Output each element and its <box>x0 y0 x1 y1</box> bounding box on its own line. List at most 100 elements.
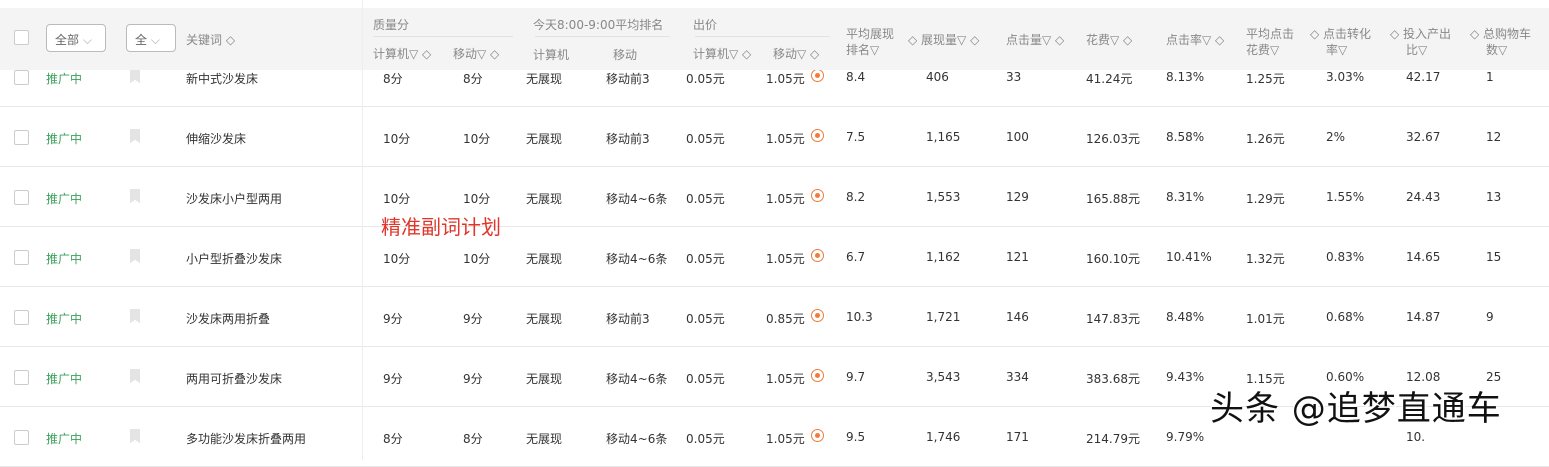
bid-target-icon[interactable] <box>811 129 824 142</box>
cell-q-m: 8分 <box>463 72 483 86</box>
cell-q-pc: 8分 <box>383 72 403 86</box>
cell-r-pc: 无展现 <box>526 192 563 206</box>
bid-target-icon[interactable] <box>811 429 824 442</box>
bookmark-icon[interactable] <box>130 129 140 143</box>
bid-target-icon[interactable] <box>811 309 824 322</box>
table-row: 推广中 沙发床小户型两用 10分 10分 无展现 移动4~6条 0.05元 1.05元 8.2 1… <box>0 166 1549 227</box>
bookmark-icon[interactable] <box>130 429 140 443</box>
cost-header[interactable]: 花费▽ ◇ <box>1086 33 1133 47</box>
cell-q-pc: 9分 <box>383 372 403 386</box>
cell-cpc: 1.01元 <box>1246 312 1285 326</box>
cell-b-m: 1.05元 <box>766 132 805 146</box>
cart-header[interactable]: ◇ 总购物车 <box>1470 27 1532 41</box>
cell-b-m: 1.05元 <box>766 372 805 386</box>
row-checkbox[interactable] <box>14 130 29 145</box>
cell-cart: 1 <box>1486 70 1494 84</box>
table-header: 全部 ⌵ 全 ⌵ 关键词 ◇ 质量分 计算机▽ ◇ 移动▽ ◇ 今天8:00-9… <box>0 8 1549 70</box>
cell-ctr: 9.79% <box>1166 430 1205 444</box>
cell-roi: 14.87 <box>1406 310 1441 324</box>
cell-b-pc: 0.05元 <box>686 312 725 326</box>
avg-rank-header[interactable]: 平均展现 <box>846 27 895 41</box>
cell-q-pc: 10分 <box>383 132 411 146</box>
keyword-header[interactable]: 关键词 ◇ <box>186 33 236 47</box>
cell-b-pc: 0.05元 <box>686 252 725 266</box>
status-filter-select[interactable]: 全部 ⌵ <box>46 24 106 52</box>
cell-cart: 15 <box>1486 250 1502 264</box>
cell-clk: 121 <box>1006 250 1029 264</box>
bookmark-icon[interactable] <box>130 249 140 263</box>
cell-ctr: 8.58% <box>1166 130 1205 144</box>
cell-clk: 100 <box>1006 130 1029 144</box>
quality-mobile-header[interactable]: 移动▽ ◇ <box>453 47 500 61</box>
cpc-header[interactable]: 平均点击 <box>1246 27 1295 41</box>
cart-header-2[interactable]: 数▽ <box>1486 43 1508 57</box>
bid-target-icon[interactable] <box>811 69 824 82</box>
avg-rank-header-2[interactable]: 排名▽ <box>846 43 880 57</box>
cell-roi: 12.08 <box>1406 370 1441 384</box>
row-checkbox[interactable] <box>14 70 29 85</box>
type-filter-value: 全 <box>135 33 148 47</box>
bookmark-icon[interactable] <box>130 309 140 323</box>
type-filter-select[interactable]: 全 ⌵ <box>126 24 176 52</box>
cell-q-m: 10分 <box>463 132 491 146</box>
cell-cvr: 0.68% <box>1326 310 1365 324</box>
cell-r-pc: 无展现 <box>526 372 563 386</box>
bid-target-icon[interactable] <box>811 189 824 202</box>
bookmark-icon[interactable] <box>130 189 140 203</box>
bookmark-icon[interactable] <box>130 69 140 83</box>
cell-avg-rank: 10.3 <box>846 310 873 324</box>
row-checkbox[interactable] <box>14 370 29 385</box>
cell-cost: 160.10元 <box>1086 252 1140 266</box>
status-filter-value: 全部 <box>55 33 80 47</box>
cell-cost: 147.83元 <box>1086 312 1140 326</box>
bid-mobile-header[interactable]: 移动▽ ◇ <box>773 47 820 61</box>
cell-imp: 1,165 <box>926 130 961 144</box>
bid-pc-header[interactable]: 计算机▽ ◇ <box>693 47 752 61</box>
cpc-header-2[interactable]: 花费▽ <box>1246 43 1280 57</box>
cell-roi: 24.43 <box>1406 190 1441 204</box>
ctr-header[interactable]: 点击率▽ ◇ <box>1166 33 1225 47</box>
cell-r-m: 移动4~6条 <box>606 372 668 386</box>
cvr-header-2[interactable]: 率▽ <box>1326 43 1348 57</box>
cvr-header[interactable]: ◇ 点击转化 <box>1310 27 1372 41</box>
roi-header-2[interactable]: 比▽ <box>1406 43 1428 57</box>
row-checkbox[interactable] <box>14 250 29 265</box>
cell-keyword: 伸缩沙发床 <box>186 132 247 146</box>
cell-avg-rank: 8.2 <box>846 190 866 204</box>
cell-clk: 33 <box>1006 70 1022 84</box>
cell-clk: 334 <box>1006 370 1029 384</box>
impressions-header[interactable]: ◇ 展现量▽ ◇ <box>908 33 980 47</box>
cell-avg-rank: 8.4 <box>846 70 866 84</box>
cell-b-m: 1.05元 <box>766 192 805 206</box>
cell-status: 推广中 <box>46 72 83 86</box>
row-checkbox[interactable] <box>14 430 29 445</box>
cell-cvr: 0.83% <box>1326 250 1365 264</box>
cell-keyword: 小户型折叠沙发床 <box>186 252 283 266</box>
watermark: 头条 @追梦直通车 <box>1210 389 1502 429</box>
bid-target-icon[interactable] <box>811 249 824 262</box>
cell-avg-rank: 6.7 <box>846 250 866 264</box>
cell-r-m: 移动4~6条 <box>606 252 668 266</box>
cell-cost: 41.24元 <box>1086 72 1133 86</box>
cell-imp: 1,721 <box>926 310 961 324</box>
cell-r-m: 移动4~6条 <box>606 192 668 206</box>
bid-target-icon[interactable] <box>811 369 824 382</box>
cell-cpc: 1.26元 <box>1246 132 1285 146</box>
cell-r-pc: 无展现 <box>526 312 563 326</box>
rank-mobile-header: 移动 <box>613 48 638 62</box>
roi-header[interactable]: ◇ 投入产出 <box>1390 27 1452 41</box>
select-all-checkbox[interactable] <box>14 30 29 45</box>
row-checkbox[interactable] <box>14 310 29 325</box>
quality-pc-header[interactable]: 计算机▽ ◇ <box>373 47 432 61</box>
bookmark-icon[interactable] <box>130 369 140 383</box>
cell-ctr: 8.48% <box>1166 310 1205 324</box>
row-checkbox[interactable] <box>14 190 29 205</box>
cell-imp: 1,746 <box>926 430 961 444</box>
bid-header: 出价 <box>693 18 718 32</box>
cell-keyword: 多功能沙发床折叠两用 <box>186 432 307 446</box>
rank-pc-header: 计算机 <box>533 48 570 62</box>
cell-cart: 12 <box>1486 130 1502 144</box>
cell-r-m: 移动4~6条 <box>606 432 668 446</box>
clicks-header[interactable]: 点击量▽ ◇ <box>1006 33 1065 47</box>
cell-r-pc: 无展现 <box>526 432 563 446</box>
